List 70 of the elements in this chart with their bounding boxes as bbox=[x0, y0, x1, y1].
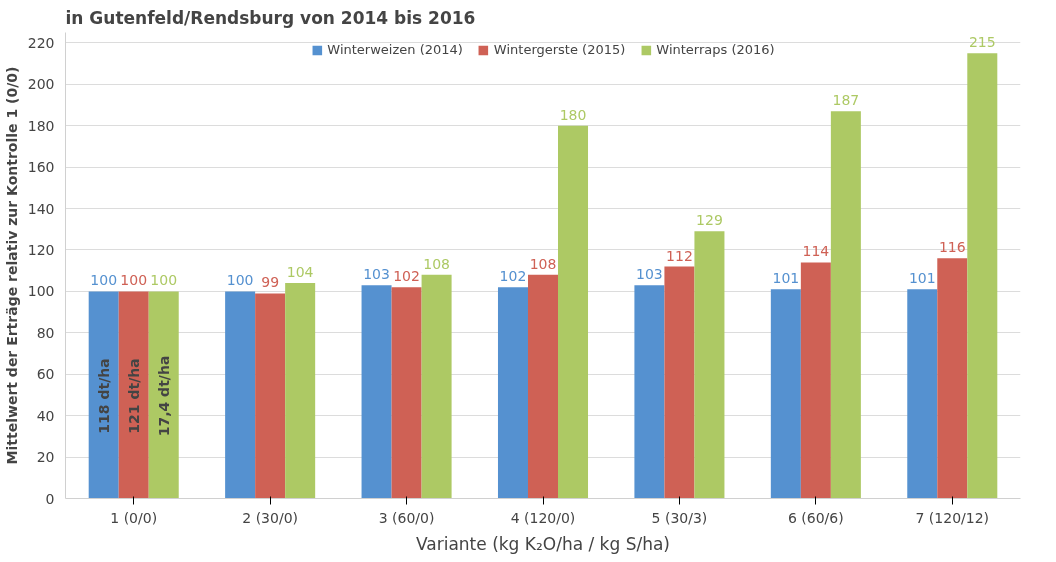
y-tick-label: 180 bbox=[27, 117, 55, 134]
y-tick-label: 220 bbox=[27, 34, 55, 51]
data-label: 99 bbox=[261, 274, 280, 291]
data-label: 129 bbox=[696, 212, 723, 229]
data-label: 116 bbox=[938, 239, 966, 256]
y-tick-label: 160 bbox=[27, 159, 55, 176]
data-label: 101 bbox=[908, 270, 936, 287]
bar bbox=[558, 125, 589, 499]
data-label: 100 bbox=[226, 272, 254, 289]
y-tick-label: 120 bbox=[27, 241, 55, 258]
x-axis-title: Variante (kg K₂O/ha / kg S/ha) bbox=[415, 533, 671, 554]
x-tick-label: 7 (120/12) bbox=[915, 509, 990, 526]
y-tick-label: 60 bbox=[36, 366, 55, 383]
bar bbox=[225, 291, 256, 499]
data-label: 187 bbox=[832, 92, 860, 109]
bar bbox=[255, 293, 286, 499]
y-axis-title: Mittelwert der Erträge relativ zur Kontrolle 1 (0/0) bbox=[3, 66, 20, 465]
data-label: 102 bbox=[499, 268, 527, 285]
bar bbox=[88, 291, 119, 499]
chart-title: in Gutenfeld/Rendsburg von 2014 bis 2016 bbox=[65, 7, 476, 28]
y-tick-label: 40 bbox=[36, 407, 55, 424]
bar bbox=[967, 53, 998, 499]
legend-label: Winterweizen (2014) bbox=[327, 42, 463, 57]
bar bbox=[770, 289, 801, 499]
legend-label: Wintergerste (2015) bbox=[493, 42, 626, 57]
bar bbox=[497, 287, 528, 499]
annotation: 17,4 dt/ha bbox=[155, 355, 172, 437]
x-tick-label: 6 (60/6) bbox=[788, 509, 844, 526]
annotation: 118 dt/ha bbox=[95, 358, 112, 434]
bar bbox=[527, 274, 559, 499]
y-tick-label: 200 bbox=[27, 76, 55, 93]
data-label: 100 bbox=[90, 272, 118, 289]
data-label: 102 bbox=[393, 268, 420, 285]
bar bbox=[664, 266, 695, 499]
bar bbox=[391, 287, 422, 499]
data-label: 101 bbox=[772, 270, 800, 287]
data-label: 114 bbox=[802, 243, 830, 260]
data-label: 103 bbox=[363, 266, 390, 283]
bar bbox=[907, 289, 938, 499]
bar bbox=[118, 291, 149, 499]
y-tick-label: 100 bbox=[27, 283, 55, 300]
data-label: 108 bbox=[529, 255, 557, 272]
data-label: 103 bbox=[636, 266, 663, 283]
bar bbox=[800, 262, 831, 499]
bar bbox=[830, 111, 861, 499]
bar bbox=[361, 285, 392, 499]
bar bbox=[634, 285, 665, 499]
data-label: 108 bbox=[423, 255, 450, 272]
data-label: 112 bbox=[666, 247, 693, 264]
x-tick-label: 5 (30/3) bbox=[651, 509, 708, 526]
data-label: 100 bbox=[150, 272, 178, 289]
data-label: 104 bbox=[286, 264, 314, 281]
y-tick-label: 0 bbox=[45, 490, 55, 507]
data-label: 180 bbox=[559, 106, 587, 123]
annotation: 121 dt/ha bbox=[125, 358, 142, 434]
bar bbox=[148, 291, 179, 499]
data-label: 215 bbox=[968, 34, 996, 51]
y-tick-label: 80 bbox=[36, 324, 55, 341]
bar bbox=[694, 231, 725, 499]
legend-label: Winterraps (2016) bbox=[656, 42, 775, 57]
bar bbox=[285, 283, 316, 499]
y-tick-label: 20 bbox=[36, 449, 55, 466]
x-tick-label: 2 (30/0) bbox=[242, 509, 299, 526]
y-tick-label: 140 bbox=[27, 200, 55, 217]
data-label: 100 bbox=[120, 272, 148, 289]
x-tick-label: 1 (0/0) bbox=[110, 509, 158, 526]
bar bbox=[421, 274, 452, 499]
x-tick-label: 4 (120/0) bbox=[510, 509, 576, 526]
x-tick-label: 3 (60/0) bbox=[378, 509, 435, 526]
bar bbox=[937, 258, 968, 499]
